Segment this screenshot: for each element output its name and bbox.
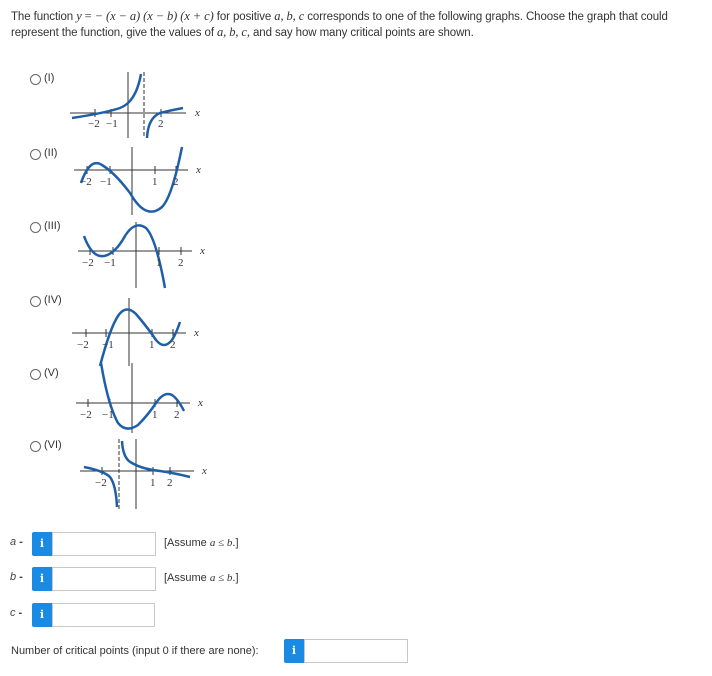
svg-text:−1: −1 — [102, 409, 114, 421]
svg-text:−2: −2 — [77, 339, 89, 351]
field-row-b: b- i [Assume a ≤ b.] — [0, 567, 400, 591]
radio-option-vi[interactable] — [30, 441, 41, 452]
radio-option-iii[interactable] — [30, 222, 41, 233]
option-label: (VI) — [44, 439, 62, 451]
input-b[interactable] — [52, 567, 156, 591]
svg-text:−1: −1 — [104, 257, 116, 269]
graph-i: −2 −1 2 x — [60, 70, 210, 145]
svg-text:−2: −2 — [80, 409, 92, 421]
question-text: The function y = − (x − a) (x − b) (x + … — [11, 9, 668, 39]
svg-text:x: x — [197, 397, 203, 409]
info-icon[interactable]: i — [32, 603, 52, 627]
label-a: a- — [10, 536, 23, 548]
svg-text:−2: −2 — [95, 477, 107, 489]
hint-b: [Assume a ≤ b.] — [164, 572, 239, 584]
svg-text:−1: −1 — [106, 118, 118, 130]
svg-text:2: 2 — [170, 339, 176, 351]
svg-text:1: 1 — [156, 257, 162, 269]
critical-points-label: Number of critical points (input 0 if th… — [11, 645, 259, 657]
graph-vi: −2 1 2 x — [60, 431, 210, 516]
radio-option-i[interactable] — [30, 74, 41, 85]
svg-text:−1: −1 — [102, 339, 114, 351]
svg-text:x: x — [195, 164, 201, 176]
svg-text:1: 1 — [149, 339, 155, 351]
svg-text:x: x — [193, 327, 199, 339]
option-label: (III) — [44, 220, 61, 232]
hint-a: [Assume a ≤ b.] — [164, 537, 239, 549]
svg-text:2: 2 — [158, 118, 164, 130]
svg-text:−2: −2 — [82, 257, 94, 269]
option-i[interactable]: (I) −2 −1 2 x — [0, 70, 230, 140]
info-icon[interactable]: i — [32, 532, 52, 556]
option-label: (I) — [44, 72, 55, 84]
info-icon[interactable]: i — [32, 567, 52, 591]
svg-text:2: 2 — [167, 477, 173, 489]
radio-option-iv[interactable] — [30, 296, 41, 307]
radio-option-ii[interactable] — [30, 149, 41, 160]
svg-text:−1: −1 — [100, 176, 112, 188]
option-vi[interactable]: (VI) −2 1 2 x — [0, 437, 230, 509]
input-c[interactable] — [52, 603, 155, 627]
option-label: (II) — [44, 147, 58, 159]
svg-text:1: 1 — [152, 176, 158, 188]
svg-text:−2: −2 — [80, 176, 92, 188]
svg-text:x: x — [199, 245, 205, 257]
svg-text:x: x — [201, 465, 207, 477]
option-ii[interactable]: (II) −2 −1 1 2 x — [0, 145, 230, 215]
svg-text:x: x — [194, 107, 200, 119]
option-iv[interactable]: (IV) −2 −1 1 2 x — [0, 292, 230, 367]
graph-iii: −2 −1 1 2 x — [60, 218, 210, 293]
graph-ii: −2 −1 1 2 x — [60, 137, 210, 222]
field-row-a: a- i [Assume a ≤ b.] — [0, 532, 400, 556]
graph-v: −2 −1 1 2 x — [60, 355, 210, 440]
info-icon[interactable]: i — [284, 639, 304, 663]
svg-text:−2: −2 — [88, 118, 100, 130]
input-a[interactable] — [52, 532, 156, 556]
svg-text:2: 2 — [173, 176, 179, 188]
field-row-c: c- i — [0, 603, 400, 627]
svg-text:1: 1 — [152, 409, 158, 421]
label-b: b- — [10, 571, 23, 583]
option-label: (IV) — [44, 294, 62, 306]
option-label: (V) — [44, 367, 59, 379]
svg-text:1: 1 — [150, 477, 156, 489]
option-v[interactable]: (V) −2 −1 1 2 x — [0, 362, 230, 435]
svg-text:2: 2 — [178, 257, 184, 269]
option-iii[interactable]: (III) −2 −1 1 2 x — [0, 218, 230, 289]
radio-option-v[interactable] — [30, 369, 41, 380]
svg-text:2: 2 — [174, 409, 180, 421]
label-c: c- — [10, 607, 23, 619]
graph-iv: −2 −1 1 2 x — [60, 288, 210, 373]
input-critical-points[interactable] — [304, 639, 408, 663]
